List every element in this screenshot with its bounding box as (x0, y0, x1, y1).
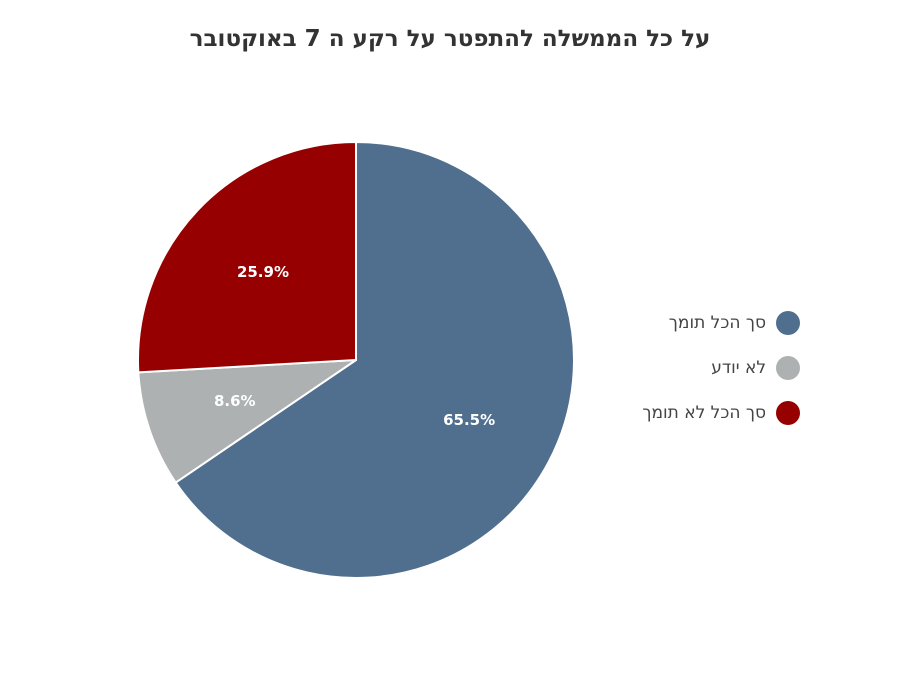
chart-title: על כל הממשלה להתפטר על רקע ה 7 באוקטובר (189, 26, 711, 52)
legend-item-oppose[interactable]: סך הכל לא תומך (560, 390, 800, 435)
legend-item-support[interactable]: סך הכל תומך (560, 300, 800, 345)
legend: סך הכל תומך לא יודע סך הכל לא תומך (560, 300, 800, 435)
legend-marker-dont-know (776, 355, 800, 380)
pie-slice-dont-know[interactable] (137, 359, 357, 484)
legend-marker-oppose (776, 400, 800, 425)
legend-label-support: סך הכל תומך (668, 312, 766, 333)
legend-label-dont-know: לא יודע (711, 357, 766, 378)
pie-slice-labels: 65.5% 8.6% 25.9% (214, 263, 495, 429)
pie-slices (136, 141, 575, 579)
slice-value-label-support: 65.5% (443, 411, 495, 429)
slice-value-label-oppose: 25.9% (237, 263, 289, 281)
legend-marker-support (776, 310, 800, 335)
legend-item-dont-know[interactable]: לא יודע (560, 345, 800, 390)
slice-value-label-dont-know: 8.6% (214, 392, 256, 410)
legend-label-oppose: סך הכל לא תומך (642, 402, 766, 423)
pie-slice-support[interactable] (174, 141, 575, 579)
pie-slice-oppose[interactable] (136, 141, 357, 374)
